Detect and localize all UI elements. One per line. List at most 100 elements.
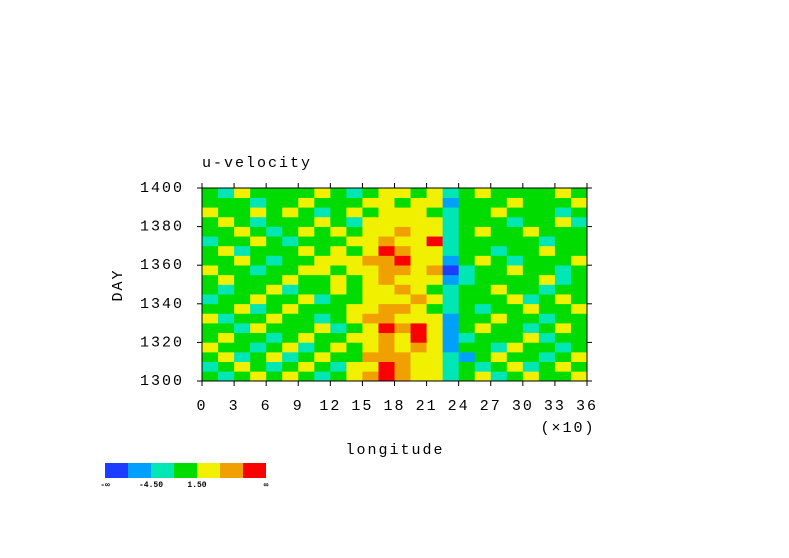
cell	[202, 352, 219, 362]
cell	[330, 197, 347, 208]
cell	[490, 255, 508, 266]
cell	[218, 323, 235, 334]
cell	[538, 265, 556, 276]
cell	[266, 352, 283, 362]
cell	[362, 207, 379, 218]
cell	[570, 294, 588, 305]
cell	[426, 313, 443, 324]
cell	[250, 294, 267, 305]
cell	[522, 188, 540, 198]
cell	[458, 245, 476, 256]
cell	[394, 361, 411, 372]
cell	[378, 371, 395, 382]
cell	[522, 303, 540, 314]
cell	[394, 303, 411, 314]
cell	[538, 371, 556, 382]
cell	[346, 226, 363, 237]
cell	[282, 255, 299, 266]
cell	[410, 303, 427, 314]
cell	[314, 294, 331, 305]
cell	[506, 303, 524, 314]
cell	[442, 342, 459, 353]
cell	[250, 255, 267, 266]
cell	[538, 245, 556, 256]
cell	[314, 332, 331, 343]
cell	[298, 207, 315, 218]
cell	[282, 342, 299, 353]
cell	[362, 188, 379, 198]
cell	[298, 371, 315, 382]
cell	[282, 188, 299, 198]
cell	[522, 255, 540, 266]
cell	[570, 274, 588, 285]
cell	[378, 332, 395, 343]
cell	[538, 323, 556, 334]
colorbar-swatch	[243, 463, 266, 478]
cell	[506, 197, 524, 208]
cell	[394, 323, 411, 334]
cell	[234, 216, 251, 227]
cell	[202, 216, 219, 227]
x-tick-label: 3	[229, 398, 240, 415]
cell	[282, 294, 299, 305]
cell	[506, 323, 524, 334]
colorbar-swatch	[174, 463, 197, 478]
cell	[474, 226, 492, 237]
cell	[394, 207, 411, 218]
cell	[426, 284, 443, 295]
cell	[298, 216, 315, 227]
cell	[202, 207, 219, 218]
cell	[266, 197, 283, 208]
cell	[490, 226, 508, 237]
cell	[378, 226, 395, 237]
cell	[346, 236, 363, 247]
cell	[346, 197, 363, 208]
cell	[410, 342, 427, 353]
cell	[250, 226, 267, 237]
cell	[506, 226, 524, 237]
cell	[250, 352, 267, 362]
cell	[522, 207, 540, 218]
cell	[202, 255, 219, 266]
cell	[234, 207, 251, 218]
x-tick-label: 24	[448, 398, 470, 415]
cell	[378, 313, 395, 324]
cell	[474, 245, 492, 256]
x-axis-label: longitude	[345, 442, 444, 459]
cell	[410, 274, 427, 285]
cell	[506, 361, 524, 372]
cell	[250, 197, 267, 208]
cell	[458, 265, 476, 276]
cell	[234, 303, 251, 314]
cell	[282, 226, 299, 237]
cell	[282, 284, 299, 295]
cell	[474, 342, 492, 353]
cell	[234, 255, 251, 266]
colorbar-label: 1.50	[187, 481, 206, 490]
cell	[442, 361, 459, 372]
cell	[234, 342, 251, 353]
cell	[554, 255, 572, 266]
cell	[474, 284, 492, 295]
cell	[298, 265, 315, 276]
cell	[506, 342, 524, 353]
cell	[234, 197, 251, 208]
cell	[410, 313, 427, 324]
cell	[538, 352, 556, 362]
cell	[570, 361, 588, 372]
cell	[570, 207, 588, 218]
cell	[202, 236, 219, 247]
cell	[490, 352, 508, 362]
x-tick-label: 15	[351, 398, 373, 415]
cell	[522, 332, 540, 343]
cell	[218, 352, 235, 362]
cell	[218, 188, 235, 198]
cell	[506, 265, 524, 276]
cell	[442, 255, 459, 266]
cell	[490, 188, 508, 198]
cell	[394, 284, 411, 295]
cell	[506, 332, 524, 343]
cell	[490, 361, 508, 372]
cell	[250, 216, 267, 227]
cell	[490, 284, 508, 295]
